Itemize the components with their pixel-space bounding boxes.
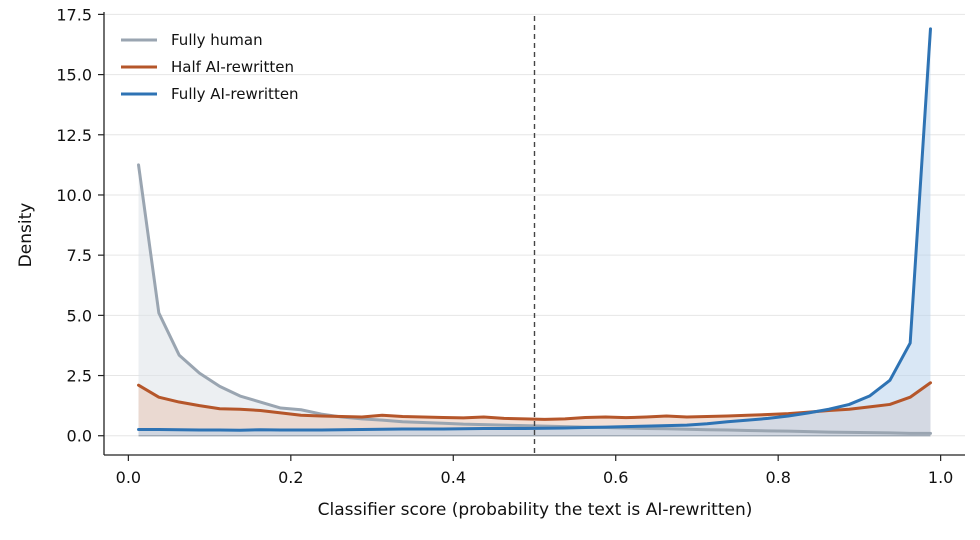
x-axis-ticks: 0.0 0.2 0.4 0.6 0.8 1.0 [116, 455, 953, 487]
x-tick-label-0: 0.0 [116, 468, 141, 487]
legend-label-2: Fully AI-rewritten [171, 85, 299, 103]
y-tick-label-4: 10.0 [56, 186, 92, 205]
y-tick-label-3: 7.5 [67, 246, 92, 265]
x-tick-label-3: 0.6 [603, 468, 628, 487]
y-tick-label-6: 15.0 [56, 66, 92, 85]
y-axis-ticks: 0.0 2.5 5.0 7.5 10.0 12.5 15.0 17.5 [56, 5, 104, 446]
axes-layer [103, 12, 965, 456]
y-tick-label-1: 2.5 [67, 367, 92, 386]
x-tick-label-4: 0.8 [765, 468, 790, 487]
x-tick-label-5: 1.0 [928, 468, 953, 487]
x-tick-label-2: 0.4 [441, 468, 466, 487]
y-tick-label-5: 12.5 [56, 126, 92, 145]
series-line-1 [137, 381, 932, 421]
y-axis-title: Density [16, 203, 36, 268]
y-tick-label-0: 0.0 [67, 427, 92, 446]
legend-label-1: Half AI-rewritten [171, 58, 294, 76]
y-tick-label-7: 17.5 [56, 5, 92, 24]
legend-label-0: Fully human [171, 31, 263, 49]
legend: Fully human Half AI-rewritten Fully AI-rew… [121, 31, 299, 103]
series-line-2 [137, 27, 932, 432]
x-tick-label-1: 0.2 [278, 468, 303, 487]
series-lines [137, 27, 932, 437]
x-axis-title: Classifier score (probability the text i… [318, 500, 753, 520]
y-tick-label-2: 5.0 [67, 306, 92, 325]
